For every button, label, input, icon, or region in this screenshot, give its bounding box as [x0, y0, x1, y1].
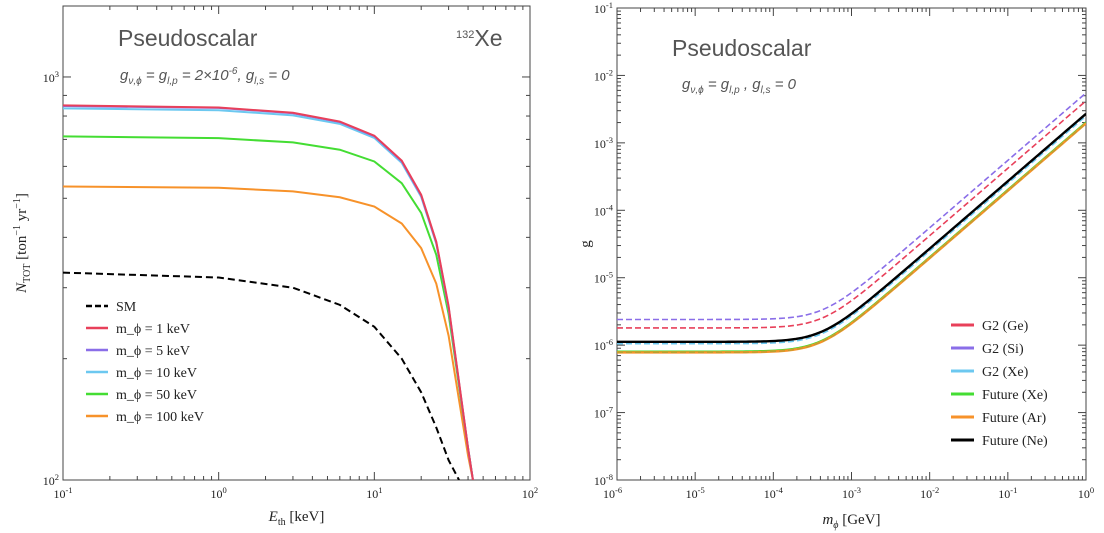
left-plot-frame	[62, 5, 531, 481]
right-x-tick-label: 10-4	[764, 485, 784, 501]
right-legend-label: Future (Ne)	[982, 434, 1048, 449]
right-legend-label: Future (Ar)	[982, 411, 1046, 426]
right-series-line	[617, 92, 1086, 321]
right-series-line	[617, 122, 1086, 354]
right-x-tick-label: 10-2	[920, 485, 939, 501]
right-curves	[617, 92, 1086, 354]
left-series-line	[63, 104, 474, 480]
right-y-tick-label: 10-6	[594, 337, 613, 353]
right-legend-label: G2 (Xe)	[982, 365, 1029, 380]
right-y-tick-label: 10-8	[594, 472, 613, 488]
right-y-tick-label: 10-2	[594, 67, 613, 83]
left-x-tick-label: 100	[211, 485, 227, 501]
right-y-tick-label: 10-3	[594, 135, 613, 151]
right-x-tick-label: 10-3	[842, 485, 861, 501]
right-x-axis-label: mϕ [GeV]	[822, 512, 880, 531]
left-legend-label: SM	[116, 300, 137, 315]
left-series-line	[63, 271, 460, 480]
left-series-line	[63, 185, 474, 480]
right-y-axis-label: g	[578, 240, 594, 248]
right-series-line	[617, 100, 1086, 329]
left-isotope-label: 132Xe	[456, 25, 503, 51]
left-legend-label: m_ϕ = 5 keV	[116, 344, 190, 359]
right-x-tick-label: 10-1	[998, 485, 1017, 501]
right-x-tick-label: 10-6	[603, 485, 622, 501]
right-series-line	[617, 112, 1086, 344]
left-legend-label: m_ϕ = 1 keV	[116, 322, 190, 337]
right-coupling-annotation: gν,ϕ = gl,p , gl,s = 0	[682, 76, 797, 96]
right-y-tick-label: 10-4	[594, 202, 614, 218]
left-legend-label: m_ϕ = 10 keV	[116, 366, 197, 381]
right-legend-label: G2 (Si)	[982, 342, 1024, 357]
right-y-tick-label: 10-7	[594, 405, 613, 421]
left-x-tick-label: 102	[522, 485, 538, 501]
right-series-line	[617, 121, 1086, 353]
left-x-axis-label: Eth [keV]	[268, 509, 325, 528]
right-x-tick-label: 100	[1078, 485, 1094, 501]
left-curves	[63, 104, 474, 480]
right-x-tick-label: 10-5	[686, 485, 705, 501]
left-title: Pseudoscalar	[118, 25, 258, 51]
left-coupling-annotation: gν,ϕ = gl,p = 2×10-6, gl,s = 0	[120, 66, 290, 87]
right-legend-label: Future (Xe)	[982, 388, 1048, 403]
left-x-tick-label: 10-1	[53, 485, 72, 501]
left-chart: 10-1 100 101 102 102 103 Eth [keV] NTOT [ton−1 …	[12, 5, 538, 528]
left-legend-label: m_ϕ = 100 keV	[116, 410, 204, 425]
right-legend-label: G2 (Ge)	[982, 319, 1029, 334]
left-x-tick-label: 101	[366, 485, 382, 501]
right-chart: 10-6 10-5 10-4 10-3 10-2 10-1 100 10-8 10-7 10-6 1…	[578, 0, 1094, 531]
left-y-tick-label: 103	[43, 69, 59, 85]
left-y-axis-label: NTOT [ton−1 yr−1]	[12, 193, 33, 294]
right-series-line	[617, 115, 1086, 345]
right-y-tick-label: 10-5	[594, 270, 613, 286]
left-y-tick-label: 102	[43, 472, 59, 488]
right-y-tick-label: 10-1	[594, 0, 613, 16]
right-title: Pseudoscalar	[672, 35, 812, 61]
left-legend-label: m_ϕ = 50 keV	[116, 388, 197, 403]
